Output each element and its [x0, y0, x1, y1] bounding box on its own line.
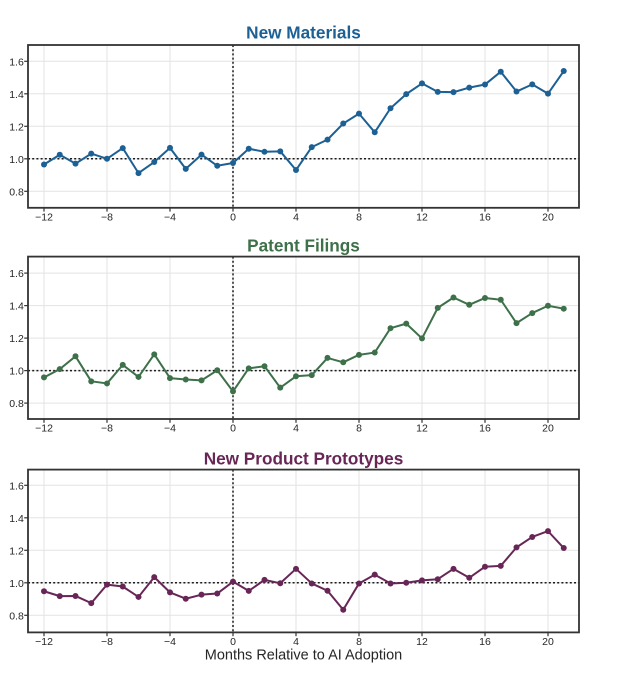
svg-text:Patent Filings: Patent Filings	[247, 236, 360, 256]
svg-text:12: 12	[416, 636, 428, 648]
svg-text:New Product Prototypes: New Product Prototypes	[204, 449, 404, 469]
svg-text:20: 20	[542, 636, 554, 648]
svg-text:8: 8	[356, 423, 362, 435]
svg-text:0: 0	[230, 423, 236, 435]
svg-text:−8: −8	[101, 636, 113, 648]
svg-text:1.6: 1.6	[9, 268, 24, 280]
svg-text:12: 12	[416, 423, 428, 435]
svg-text:12: 12	[416, 211, 428, 223]
svg-text:−4: −4	[164, 423, 176, 435]
svg-text:1.0: 1.0	[9, 154, 24, 166]
svg-text:1.4: 1.4	[9, 89, 24, 101]
svg-text:1.0: 1.0	[9, 366, 24, 378]
svg-text:4: 4	[293, 211, 299, 223]
svg-text:4: 4	[293, 636, 299, 648]
svg-text:0.8: 0.8	[9, 398, 24, 410]
svg-text:−12: −12	[35, 211, 53, 223]
svg-text:1.6: 1.6	[9, 56, 24, 68]
svg-text:−8: −8	[101, 423, 113, 435]
svg-text:0.8: 0.8	[9, 610, 24, 622]
svg-text:4: 4	[293, 423, 299, 435]
svg-text:Months Relative to AI Adoption: Months Relative to AI Adoption	[205, 648, 403, 664]
svg-text:1.2: 1.2	[9, 333, 24, 345]
svg-text:1.6: 1.6	[9, 480, 24, 492]
svg-text:−8: −8	[101, 211, 113, 223]
svg-text:20: 20	[542, 211, 554, 223]
svg-text:0: 0	[230, 636, 236, 648]
svg-text:16: 16	[479, 211, 491, 223]
svg-text:1.4: 1.4	[9, 513, 24, 525]
svg-text:−4: −4	[164, 636, 176, 648]
svg-text:20: 20	[542, 423, 554, 435]
svg-text:1.2: 1.2	[9, 545, 24, 557]
svg-text:8: 8	[356, 636, 362, 648]
svg-text:−4: −4	[164, 211, 176, 223]
svg-text:New Materials: New Materials	[246, 22, 361, 42]
svg-text:16: 16	[479, 636, 491, 648]
svg-text:8: 8	[356, 211, 362, 223]
svg-text:1.0: 1.0	[9, 578, 24, 590]
svg-text:0.8: 0.8	[9, 186, 24, 198]
svg-text:0: 0	[230, 211, 236, 223]
svg-text:−12: −12	[35, 636, 53, 648]
svg-text:16: 16	[479, 423, 491, 435]
svg-text:1.2: 1.2	[9, 121, 24, 133]
svg-text:−12: −12	[35, 423, 53, 435]
svg-text:1.4: 1.4	[9, 301, 24, 313]
